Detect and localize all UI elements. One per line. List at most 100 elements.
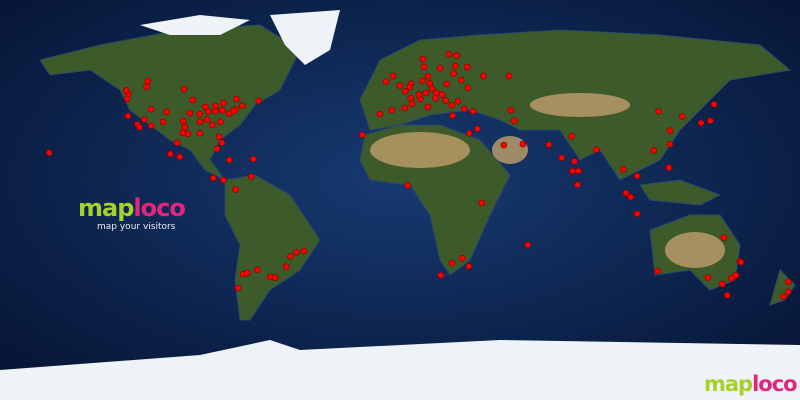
visitor-marker — [209, 121, 216, 129]
visitor-marker — [704, 274, 712, 281]
visitor-marker — [469, 108, 477, 115]
visitor-marker — [453, 52, 461, 59]
visitor-marker — [507, 106, 515, 114]
visitor-marker — [358, 131, 366, 139]
visitor-marker — [148, 106, 155, 113]
visitor-marker — [473, 125, 481, 132]
visitor-marker — [124, 95, 131, 103]
visitor-marker — [210, 174, 217, 182]
visitor-marker — [737, 258, 745, 266]
visitor-marker — [180, 85, 188, 93]
visitor-marker — [438, 91, 446, 98]
visitor-marker — [408, 100, 416, 108]
visitor-marker — [454, 98, 462, 105]
visitor-marker — [785, 288, 792, 296]
greenland — [270, 10, 340, 65]
visitor-marker — [718, 280, 726, 288]
visitor-marker — [401, 88, 409, 95]
visitor-marker — [465, 263, 473, 270]
visitor-marker — [233, 95, 240, 103]
visitor-marker — [461, 105, 468, 113]
visitor-marker — [574, 181, 581, 188]
visitor-marker — [203, 116, 211, 123]
visitor-marker — [238, 102, 246, 110]
visitor-marker — [213, 145, 221, 152]
visitor-marker — [186, 109, 194, 117]
visitor-marker — [217, 118, 224, 126]
visitor-marker — [622, 189, 630, 197]
visitor-marker — [226, 156, 233, 164]
visitor-marker — [401, 104, 409, 112]
visitor-marker — [458, 254, 466, 262]
visitor-marker — [45, 149, 53, 156]
visitor-marker — [666, 127, 674, 134]
visitor-marker — [123, 87, 130, 94]
visitor-marker — [143, 83, 150, 90]
visitor-marker — [500, 141, 508, 149]
visitor-marker — [243, 269, 251, 277]
visitor-marker — [448, 101, 456, 109]
visitor-marker — [449, 112, 457, 119]
visitor-marker — [428, 85, 436, 92]
visitor-marker — [300, 247, 308, 255]
visitor-marker — [415, 91, 423, 98]
visitor-marker — [480, 72, 487, 80]
visitor-marker — [396, 82, 404, 89]
visitor-marker — [451, 62, 459, 70]
visitor-marker — [426, 80, 434, 87]
visitor-marker — [732, 271, 740, 279]
visitor-marker — [432, 94, 439, 102]
visitor-marker — [136, 124, 143, 131]
visitor-marker — [633, 172, 641, 180]
visitor-marker — [445, 50, 453, 58]
arabian-desert — [492, 136, 528, 164]
visitor-marker — [505, 72, 513, 80]
visitor-marker — [569, 167, 576, 175]
visitor-marker — [215, 133, 223, 140]
visitor-marker — [450, 70, 457, 77]
visitor-marker — [464, 84, 472, 92]
visitor-marker — [225, 110, 233, 117]
visitor-marker — [173, 139, 181, 147]
visitor-marker — [619, 166, 627, 173]
visitor-marker — [478, 199, 486, 207]
visitor-marker — [720, 234, 728, 241]
north-america — [39, 24, 301, 181]
visitor-marker — [710, 101, 718, 108]
visitor-marker — [218, 106, 226, 114]
visitor-marker — [163, 108, 170, 116]
australian-desert — [665, 232, 725, 268]
visitor-marker — [510, 117, 518, 124]
logo-map-text: map — [704, 372, 753, 396]
antarctica — [0, 340, 800, 400]
maploco-logo[interactable]: maploco — [78, 194, 186, 222]
visitor-marker — [147, 122, 155, 130]
visitor-marker — [293, 248, 300, 256]
logo-map-text: map — [78, 194, 134, 222]
visitor-marker — [424, 103, 432, 111]
visitor-marker — [443, 80, 451, 88]
maploco-corner-logo[interactable]: maploco — [704, 372, 798, 396]
visitor-marker — [457, 76, 465, 84]
visitor-marker — [376, 110, 384, 118]
visitor-marker — [465, 130, 473, 137]
visitor-marker — [218, 139, 226, 146]
visitor-marker — [282, 263, 290, 271]
visitor-marker — [424, 72, 432, 80]
visitor-marker — [571, 158, 578, 165]
visitor-marker — [167, 150, 174, 158]
sahara-desert — [370, 132, 470, 168]
visitor-marker — [593, 146, 600, 154]
visitor-marker — [159, 118, 167, 126]
visitor-marker — [124, 112, 132, 120]
logo-loco-text: loco — [133, 194, 185, 222]
visitor-marker — [723, 291, 731, 299]
visitor-marker — [144, 77, 152, 85]
visitor-marker — [627, 193, 635, 201]
visitor-marker — [633, 210, 641, 218]
visitor-marker — [558, 154, 566, 162]
visitor-marker — [545, 141, 553, 148]
visitor-marker — [404, 182, 411, 189]
visitor-marker — [519, 140, 527, 148]
